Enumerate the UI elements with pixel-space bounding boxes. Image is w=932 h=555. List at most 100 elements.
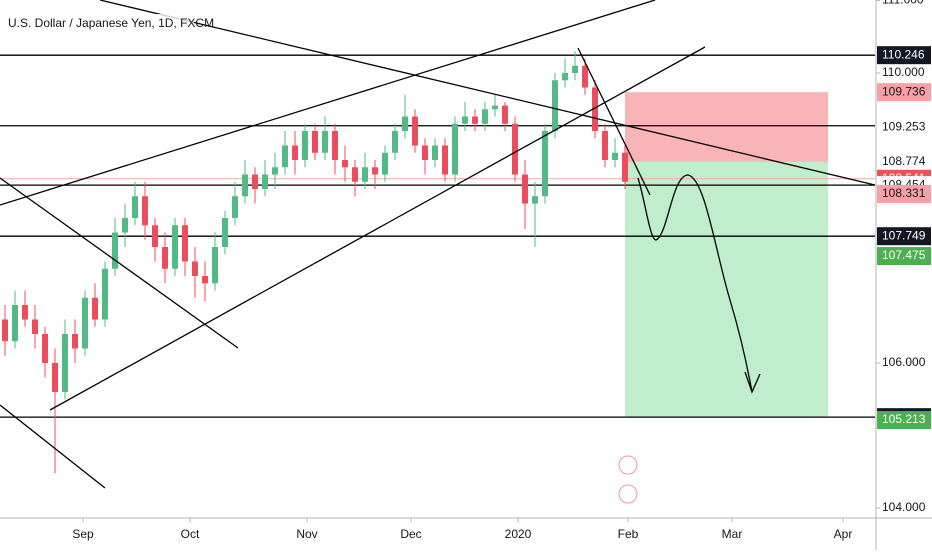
candle-body — [182, 225, 188, 262]
candle-body — [342, 160, 348, 168]
position-layer — [625, 92, 828, 418]
trend-line — [0, 404, 106, 489]
candle-body — [92, 297, 98, 320]
candle-body — [372, 167, 378, 175]
y-tick-label: 106.000 — [882, 355, 926, 369]
candle-body — [422, 145, 428, 161]
event-icon — [618, 484, 638, 504]
level-layer — [0, 54, 875, 418]
candle-body — [22, 305, 28, 320]
price-label-bg — [877, 227, 931, 246]
candle-body — [432, 145, 438, 161]
x-tick-label: Nov — [296, 527, 317, 541]
candle-body — [112, 232, 118, 269]
candle-body — [582, 65, 588, 88]
candle-body — [442, 145, 448, 175]
candle-body — [482, 109, 488, 124]
candle-body — [252, 174, 258, 190]
trend-line — [99, 0, 876, 186]
candle-body — [612, 152, 618, 161]
y-tick-label: 110.000 — [882, 65, 925, 79]
candle-body — [382, 152, 388, 175]
price-label-bg — [877, 118, 931, 137]
candle-body — [2, 319, 8, 342]
candle-body — [232, 196, 238, 219]
candle-body — [262, 174, 268, 190]
candle-body — [272, 167, 278, 175]
candle-body — [552, 80, 558, 132]
candle-body — [72, 333, 78, 349]
title-bg — [4, 14, 194, 34]
x-tick-label: 2020 — [505, 527, 532, 541]
y-tick-label: 111.000 — [882, 0, 924, 7]
candle-body — [412, 116, 418, 146]
x-tick-label: Apr — [834, 527, 853, 541]
candle-body — [302, 131, 308, 161]
price-label: 109.253 — [882, 119, 926, 133]
candle-body — [502, 105, 508, 124]
trend-line — [0, 177, 239, 349]
axes: 111.000 110.000 106.000 104.000 Sep Oct Nov Dec… — [72, 0, 931, 541]
event-icon — [618, 455, 638, 475]
candle-body — [242, 174, 248, 197]
candle-body — [192, 261, 198, 277]
candle-body — [52, 362, 58, 392]
candle-body — [122, 218, 128, 233]
candle-body — [222, 218, 228, 248]
candle-body — [162, 247, 168, 269]
candle-body — [12, 305, 18, 342]
price-label-bg — [877, 46, 931, 65]
candle-body — [142, 196, 148, 226]
candle-body — [542, 131, 548, 197]
candle-body — [562, 73, 568, 81]
candle-body — [572, 65, 578, 74]
candle-body — [62, 333, 68, 392]
candle-layer — [2, 51, 628, 474]
x-tick-label: Dec — [400, 527, 421, 541]
candle-body — [282, 145, 288, 168]
trend-line — [577, 47, 651, 196]
candle-body — [352, 167, 358, 182]
candle-body — [402, 116, 408, 132]
candle-body — [532, 196, 538, 204]
price-label-bg — [877, 83, 931, 102]
candle-body — [452, 123, 458, 175]
price-label-bg — [877, 152, 931, 171]
price-label: 108.774 — [882, 154, 926, 168]
price-label-bg — [877, 411, 931, 430]
x-tick-label: Oct — [181, 527, 200, 541]
price-label: 109.736 — [882, 84, 926, 98]
price-label: 107.475 — [882, 248, 926, 262]
price-label-bg — [877, 247, 931, 266]
candle-body — [32, 319, 38, 334]
y-tick-label: 104.000 — [882, 500, 926, 514]
candle-body — [312, 131, 318, 153]
candle-body — [362, 167, 368, 182]
candle-body — [292, 145, 298, 161]
candle-body — [172, 225, 178, 269]
candle-body — [512, 123, 518, 175]
x-tick-label: Mar — [722, 527, 743, 541]
price-label-bg — [877, 185, 931, 204]
stop-zone — [625, 92, 828, 162]
candle-body — [522, 174, 528, 204]
candle-body — [322, 131, 328, 153]
candle-body — [592, 87, 598, 132]
drawings — [0, 0, 876, 489]
trend-line — [49, 46, 706, 411]
price-label: 110.246 — [882, 47, 925, 61]
candle-body — [622, 152, 628, 182]
candle-body — [492, 105, 498, 110]
forecast-arrow — [637, 174, 761, 394]
trend-line — [0, 0, 656, 206]
chart-title: U.S. Dollar / Japanese Yen, 1D, FXCM — [8, 16, 214, 30]
candle-body — [392, 131, 398, 153]
candle-body — [82, 297, 88, 349]
candle-body — [152, 225, 158, 248]
candle-body — [102, 268, 108, 320]
event-icons — [618, 455, 638, 504]
price-label: 105.213 — [882, 412, 926, 426]
candle-body — [602, 131, 608, 161]
candle-body — [42, 333, 48, 363]
